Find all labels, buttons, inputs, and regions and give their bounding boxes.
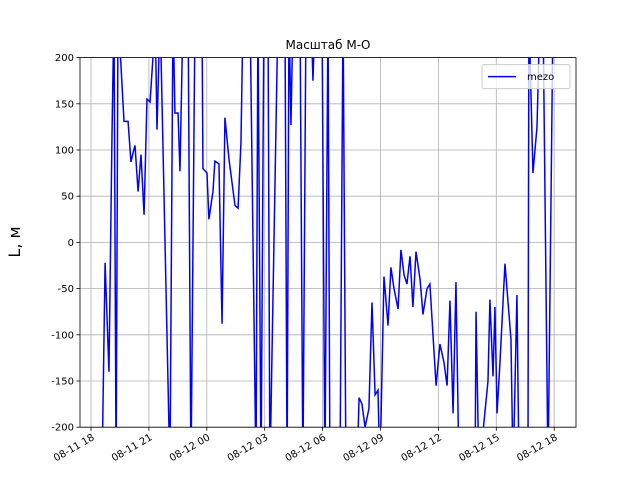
y-tick-label: 50 — [61, 192, 74, 203]
legend-box — [481, 64, 571, 90]
legend-label: mezo — [527, 72, 554, 83]
y-tick-label: 200 — [55, 53, 74, 64]
x-tick-label: 08-12 06 — [284, 432, 328, 464]
y-tick-label: -150 — [51, 377, 74, 388]
y-tick-label: -50 — [58, 284, 74, 295]
y-tick-label: 150 — [55, 99, 74, 110]
y-tick-label: -100 — [51, 330, 74, 341]
legend: mezo — [481, 64, 571, 90]
x-tick-label: 08-12 12 — [399, 432, 443, 464]
x-tick-label: 08-12 00 — [168, 432, 212, 464]
x-tick-label: 08-12 15 — [457, 432, 501, 464]
x-tick-label: 08-11 18 — [52, 432, 96, 464]
x-tick-label: 08-12 03 — [226, 432, 270, 464]
y-tick-label: -200 — [51, 423, 74, 434]
y-tick-label: 0 — [68, 238, 74, 249]
x-tick-label: 08-12 18 — [515, 432, 559, 464]
y-tick-label: 100 — [55, 146, 74, 157]
x-tick-label: 08-12 09 — [342, 432, 386, 464]
x-tick-label: 08-11 21 — [110, 432, 154, 464]
chart-title: Масштаб М-О — [286, 38, 371, 52]
plot-frame — [79, 57, 577, 428]
y-axis-label: L, м — [5, 226, 24, 257]
data-line — [101, 57, 554, 428]
